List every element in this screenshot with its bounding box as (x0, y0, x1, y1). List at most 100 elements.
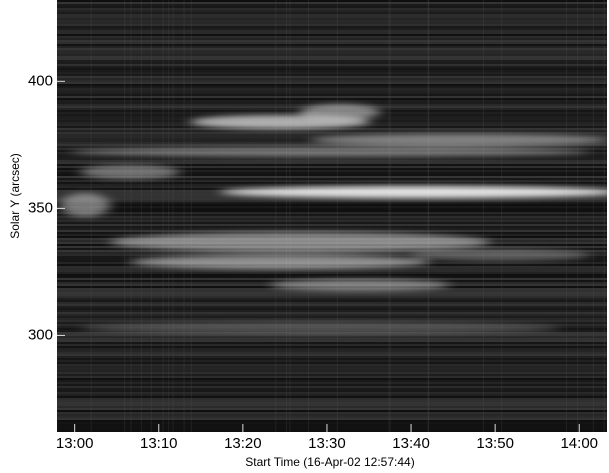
image-row (57, 54, 607, 56)
image-row (57, 168, 607, 170)
image-row (57, 270, 607, 272)
image-row (57, 184, 607, 186)
image-row (57, 32, 607, 34)
image-row (57, 412, 607, 414)
image-row (57, 178, 607, 180)
image-column (428, 0, 430, 432)
image-row (57, 308, 607, 310)
image-row (57, 56, 607, 58)
image-row (57, 362, 607, 364)
image-row (57, 272, 607, 274)
image-column (307, 0, 309, 432)
image-row (57, 390, 607, 392)
y-tick-label: 300 (28, 326, 53, 343)
image-row (57, 58, 607, 60)
image-row (57, 422, 607, 424)
image-row (57, 384, 607, 386)
image-row (57, 8, 607, 10)
image-column (275, 0, 277, 432)
x-tick-label: 13:50 (476, 435, 514, 452)
axes: 300 350 400 13:00 13:10 13:20 13:30 13:40 13:50 1… (28, 72, 598, 452)
image-row (57, 160, 607, 162)
feature (80, 165, 180, 179)
image-row (57, 4, 607, 6)
image-row (57, 50, 607, 52)
image-row (57, 128, 607, 130)
x-tick-label: 13:00 (56, 435, 94, 452)
image-row (57, 176, 607, 178)
image-row (57, 38, 607, 40)
image-row (57, 316, 607, 318)
image-row (57, 386, 607, 388)
image-column (162, 0, 164, 432)
image-row (57, 0, 607, 2)
image-row (57, 156, 607, 158)
feature (110, 232, 490, 252)
image-row (57, 406, 607, 408)
image-row (57, 210, 607, 212)
image-row (57, 276, 607, 278)
image-row (57, 278, 607, 280)
image-column (336, 0, 338, 432)
image-row (57, 64, 607, 66)
image-column (566, 0, 568, 432)
image-row (57, 10, 607, 12)
image-row (57, 354, 607, 356)
image-row (57, 180, 607, 182)
image-column (140, 0, 142, 432)
image-column (577, 0, 579, 432)
y-axis-label: Solar Y (arcsec) (8, 153, 22, 239)
image-row (57, 424, 607, 426)
image-row (57, 158, 607, 160)
image-row (57, 80, 607, 82)
image-row (57, 174, 607, 176)
x-tick-label: 13:30 (308, 435, 346, 452)
image-row (57, 16, 607, 18)
image-row (57, 42, 607, 44)
image-row (57, 366, 607, 368)
image-row (57, 394, 607, 396)
image-row (57, 372, 607, 374)
image-row (57, 334, 607, 336)
image-row (57, 430, 607, 432)
image-row (57, 300, 607, 302)
image-row (57, 404, 607, 406)
image-row (57, 204, 607, 206)
image-row (57, 172, 607, 174)
image-row (57, 392, 607, 394)
image-row (57, 198, 607, 200)
image-column (501, 0, 503, 432)
image-column (150, 0, 152, 432)
image-row (57, 358, 607, 360)
image-row (57, 398, 607, 400)
image-row (57, 226, 607, 228)
image-row (57, 304, 607, 306)
image-row (57, 134, 607, 136)
image-row (57, 14, 607, 16)
image-row (57, 18, 607, 20)
image-row (57, 66, 607, 68)
feature (70, 147, 590, 157)
image-row (57, 294, 607, 296)
image-row (57, 414, 607, 416)
image-row (57, 222, 607, 224)
x-tick-label: 13:20 (224, 435, 262, 452)
image-row (57, 314, 607, 316)
image-row (57, 380, 607, 382)
image-row (57, 60, 607, 62)
image-row (57, 228, 607, 230)
image-row (57, 30, 607, 32)
feature (300, 104, 380, 120)
image-row (57, 274, 607, 276)
image-row (57, 370, 607, 372)
image-row (57, 306, 607, 308)
image-row (57, 348, 607, 350)
image-row (57, 88, 607, 90)
x-tick-label: 13:10 (140, 435, 178, 452)
image-row (57, 162, 607, 164)
image-row (57, 428, 607, 430)
image-row (57, 340, 607, 342)
image-row (57, 28, 607, 30)
image-row (57, 164, 607, 166)
